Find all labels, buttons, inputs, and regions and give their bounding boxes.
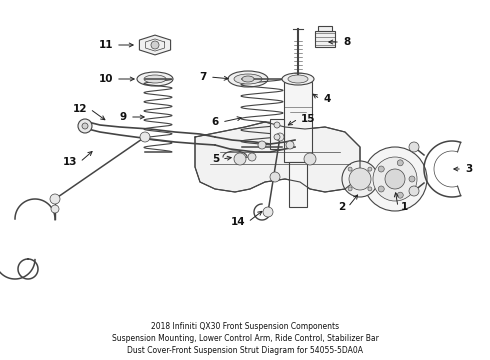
Text: 7: 7 xyxy=(199,72,207,82)
Text: 15: 15 xyxy=(301,114,316,124)
Circle shape xyxy=(397,160,403,166)
Circle shape xyxy=(378,186,384,192)
Text: 1: 1 xyxy=(401,202,408,212)
Text: 9: 9 xyxy=(120,112,127,122)
Text: 6: 6 xyxy=(212,117,219,127)
Ellipse shape xyxy=(288,75,308,83)
Text: 12: 12 xyxy=(73,104,87,114)
Circle shape xyxy=(368,187,372,191)
Circle shape xyxy=(286,141,294,149)
Text: 5: 5 xyxy=(212,154,219,164)
Circle shape xyxy=(248,153,256,161)
Circle shape xyxy=(234,153,246,165)
Text: 11: 11 xyxy=(98,40,113,50)
Circle shape xyxy=(258,141,266,149)
Text: 3: 3 xyxy=(465,164,472,174)
Bar xyxy=(318,26,332,31)
Circle shape xyxy=(373,157,417,201)
Text: 14: 14 xyxy=(230,217,245,227)
Text: 8: 8 xyxy=(343,37,350,47)
Circle shape xyxy=(349,168,371,190)
Bar xyxy=(315,31,335,47)
Circle shape xyxy=(274,122,280,128)
Circle shape xyxy=(409,186,419,196)
Ellipse shape xyxy=(228,71,268,87)
Ellipse shape xyxy=(242,76,254,82)
Circle shape xyxy=(82,123,88,129)
Circle shape xyxy=(151,41,159,49)
Circle shape xyxy=(397,192,403,198)
Ellipse shape xyxy=(137,72,173,86)
Bar xyxy=(289,162,307,207)
Circle shape xyxy=(342,161,378,197)
Circle shape xyxy=(51,205,59,213)
Polygon shape xyxy=(195,122,360,192)
Circle shape xyxy=(50,194,60,204)
Text: 10: 10 xyxy=(98,74,113,84)
Circle shape xyxy=(368,167,372,171)
Text: 2: 2 xyxy=(338,202,345,212)
Bar xyxy=(284,82,312,162)
Circle shape xyxy=(348,167,352,171)
Circle shape xyxy=(304,153,316,165)
Circle shape xyxy=(378,166,384,172)
Circle shape xyxy=(276,133,284,141)
Circle shape xyxy=(385,169,405,189)
Polygon shape xyxy=(140,35,171,55)
Circle shape xyxy=(270,172,280,182)
Text: 4: 4 xyxy=(323,94,330,104)
Text: 13: 13 xyxy=(63,157,77,167)
Circle shape xyxy=(274,134,280,140)
Circle shape xyxy=(348,187,352,191)
Circle shape xyxy=(409,176,415,182)
Circle shape xyxy=(78,119,92,133)
Circle shape xyxy=(140,132,150,142)
Bar xyxy=(270,119,284,149)
Ellipse shape xyxy=(234,74,262,84)
Circle shape xyxy=(363,147,427,211)
Ellipse shape xyxy=(144,75,166,83)
Ellipse shape xyxy=(282,73,314,85)
Text: 2018 Infiniti QX30 Front Suspension Components
Suspension Mounting, Lower Contro: 2018 Infiniti QX30 Front Suspension Comp… xyxy=(112,322,378,355)
Circle shape xyxy=(409,142,419,152)
Circle shape xyxy=(263,207,273,217)
